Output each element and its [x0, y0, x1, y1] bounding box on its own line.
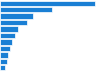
Bar	[0, 26, 18, 32]
Bar	[0, 1, 95, 6]
Bar	[0, 52, 8, 58]
Bar	[0, 65, 5, 70]
Bar	[0, 7, 52, 12]
Bar	[0, 33, 15, 38]
Bar	[0, 46, 10, 51]
Bar	[0, 39, 12, 45]
Bar	[0, 13, 33, 19]
Bar	[0, 59, 7, 64]
Bar	[0, 20, 27, 25]
